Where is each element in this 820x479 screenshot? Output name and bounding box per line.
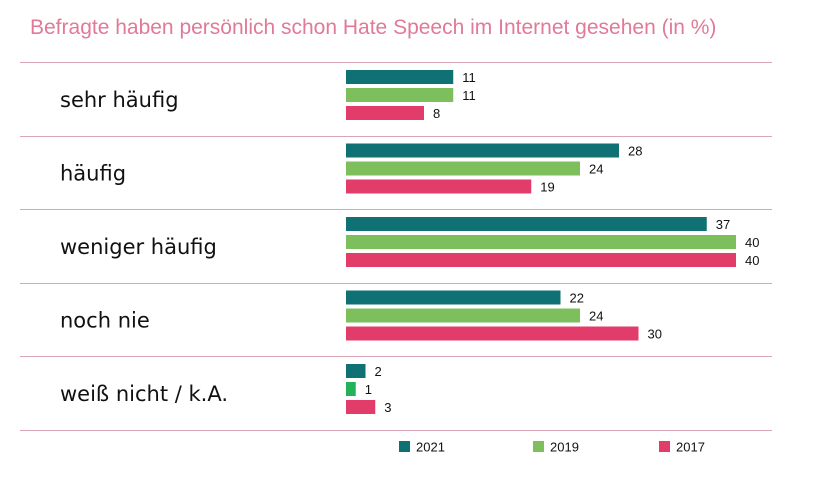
category-label-häufig: häufig — [60, 161, 126, 185]
value-label-2017-weniger-häufig: 40 — [745, 253, 759, 268]
bar-2017-häufig — [346, 179, 532, 194]
value-label-2021-sehr-häufig: 11 — [462, 70, 476, 85]
legend-label-2019: 2019 — [550, 440, 579, 455]
value-label-2021-häufig: 28 — [628, 144, 642, 159]
value-label-2017-sehr-häufig: 8 — [433, 106, 440, 121]
value-label-2017-häufig: 19 — [540, 180, 554, 195]
value-label-2021-noch-nie: 22 — [570, 291, 584, 306]
bar-2019-weniger-häufig — [346, 235, 736, 249]
category-label-sehr-häufig: sehr häufig — [60, 88, 179, 112]
legend: 2021 2019 2017 — [399, 440, 705, 455]
value-label-2021-weniger-häufig: 37 — [716, 217, 730, 232]
bar-2021-häufig — [346, 143, 619, 158]
category-label-weiß-nicht-k-a: weiß nicht / k.A. — [60, 382, 228, 406]
category-label-noch-nie: noch nie — [60, 308, 150, 332]
value-label-2019-weiß-nicht-k-a: 1 — [365, 382, 372, 397]
bar-2019-noch-nie — [346, 308, 580, 323]
bars: 11 11 8 28 24 19 37 40 40 22 24 30 213 — [346, 70, 759, 415]
bar-2021-noch-nie — [346, 290, 561, 305]
legend-label-2021: 2021 — [416, 440, 445, 455]
legend-swatch-2019 — [533, 441, 544, 452]
legend-swatch-2021 — [399, 441, 410, 452]
value-label-2017-noch-nie: 30 — [648, 327, 662, 342]
legend-label-2017: 2017 — [676, 440, 705, 455]
category-labels: sehr häufig häufig weniger häufig noch nie w… — [60, 88, 228, 406]
bar-2017-noch-nie — [346, 326, 639, 341]
bar-2019-weiß-nicht-k-a — [346, 382, 356, 396]
bar-2019-häufig — [346, 161, 580, 176]
bar-2017-sehr-häufig — [346, 106, 424, 120]
value-label-2019-weniger-häufig: 40 — [745, 235, 759, 250]
bar-2017-weiß-nicht-k-a — [346, 400, 376, 414]
value-label-2021-weiß-nicht-k-a: 2 — [375, 364, 382, 379]
value-label-2019-noch-nie: 24 — [589, 309, 603, 324]
legend-swatch-2017 — [659, 441, 670, 452]
bar-2021-weiß-nicht-k-a — [346, 364, 366, 378]
value-label-2017-weiß-nicht-k-a: 3 — [384, 400, 391, 415]
bar-2017-weniger-häufig — [346, 253, 736, 267]
bar-2019-sehr-häufig — [346, 88, 454, 102]
value-label-2019-sehr-häufig: 11 — [462, 88, 476, 103]
bar-2021-sehr-häufig — [346, 70, 454, 84]
value-label-2019-häufig: 24 — [589, 162, 603, 177]
row-separators — [20, 62, 772, 431]
bar-2021-weniger-häufig — [346, 217, 707, 231]
category-label-weniger-häufig: weniger häufig — [60, 235, 217, 259]
chart-title: Befragte haben persönlich schon Hate Spe… — [30, 16, 717, 39]
